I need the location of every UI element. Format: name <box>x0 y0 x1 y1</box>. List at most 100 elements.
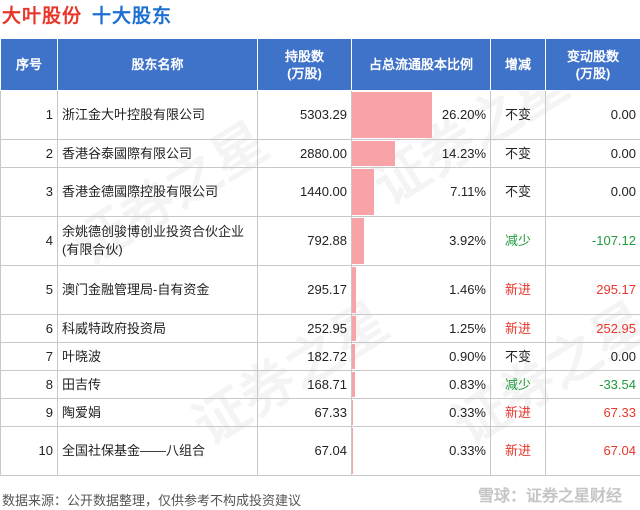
shares-held: 168.71 <box>257 370 352 399</box>
table-row: 6 科威特政府投资局 252.95 1.25% 新进 252.95 <box>0 314 640 343</box>
page-title: 大叶股份 十大股东 <box>2 2 172 32</box>
ratio-value: 0.90% <box>449 348 486 364</box>
share-delta: 0.00 <box>545 139 640 168</box>
ratio-bar <box>352 400 353 425</box>
share-delta: -107.12 <box>545 216 640 266</box>
change-status: 不变 <box>490 139 546 168</box>
ratio-value: 0.33% <box>449 443 486 458</box>
title-subtitle: 十大股东 <box>92 6 173 27</box>
ratio-bar <box>352 428 353 474</box>
shareholder-name: 余姚德创骏博创业投资合伙企业(有限合伙) <box>57 216 258 266</box>
ratio-cell: 26.20% <box>351 90 491 140</box>
change-status: 不变 <box>490 167 546 217</box>
shareholder-name: 香港金德國際控股有限公司 <box>57 167 258 217</box>
table-row: 10 全国社保基金——八组合 67.04 0.33% 新进 67.04 <box>0 426 640 476</box>
ratio-cell: 0.90% <box>351 342 491 371</box>
row-index: 10 <box>0 426 58 476</box>
row-index: 5 <box>0 265 58 315</box>
ratio-value: 3.92% <box>449 233 486 248</box>
table-row: 3 香港金德國際控股有限公司 1440.00 7.11% 不变 0.00 <box>0 167 640 217</box>
share-delta: 67.04 <box>545 426 640 476</box>
ratio-cell: 1.46% <box>351 265 491 315</box>
share-delta: 0.00 <box>545 167 640 217</box>
table-row: 7 叶晓波 182.72 0.90% 不变 0.00 <box>0 342 640 371</box>
shares-held: 2880.00 <box>257 139 352 168</box>
table-row: 4 余姚德创骏博创业投资合伙企业(有限合伙) 792.88 3.92% 减少 -107.1… <box>0 216 640 266</box>
row-index: 1 <box>0 90 58 140</box>
ratio-value: 0.83% <box>449 376 486 392</box>
shares-held: 295.17 <box>257 265 352 315</box>
ratio-value: 0.33% <box>449 404 486 420</box>
change-status: 不变 <box>490 342 546 371</box>
ratio-cell: 0.33% <box>351 398 491 427</box>
header-delta: 变动股数 (万股) <box>545 38 640 91</box>
change-status: 新进 <box>490 314 546 343</box>
change-status: 新进 <box>490 265 546 315</box>
table-row: 2 香港谷泰國際有限公司 2880.00 14.23% 不变 0.00 <box>0 139 640 168</box>
shares-held: 67.33 <box>257 398 352 427</box>
row-index: 9 <box>0 398 58 427</box>
shares-held: 792.88 <box>257 216 352 266</box>
company-name: 大叶股份 <box>2 6 83 27</box>
ratio-bar <box>352 267 357 313</box>
ratio-cell: 14.23% <box>351 139 491 168</box>
change-status: 减少 <box>490 370 546 399</box>
ratio-bar <box>352 316 356 341</box>
table-row: 1 浙江金大叶控股有限公司 5303.29 26.20% 不变 0.00 <box>0 90 640 140</box>
row-index: 4 <box>0 216 58 266</box>
ratio-value: 1.46% <box>449 282 486 297</box>
shares-held: 182.72 <box>257 342 352 371</box>
ratio-cell: 7.11% <box>351 167 491 217</box>
shareholder-name: 田吉传 <box>57 370 258 399</box>
share-delta: 295.17 <box>545 265 640 315</box>
shareholder-name: 澳门金融管理局-自有资金 <box>57 265 258 315</box>
share-delta: 252.95 <box>545 314 640 343</box>
shareholder-name: 叶晓波 <box>57 342 258 371</box>
ratio-bar <box>352 169 374 215</box>
ratio-bar <box>352 344 355 369</box>
header-change: 增减 <box>490 38 546 91</box>
ratio-cell: 1.25% <box>351 314 491 343</box>
shareholder-name: 陶爱娟 <box>57 398 258 427</box>
shareholder-name: 香港谷泰國際有限公司 <box>57 139 258 168</box>
ratio-cell: 0.83% <box>351 370 491 399</box>
shareholder-name: 科威特政府投资局 <box>57 314 258 343</box>
header-shares: 持股数 (万股) <box>257 38 352 91</box>
header-index: 序号 <box>0 38 58 91</box>
ratio-value: 7.11% <box>450 184 486 199</box>
share-delta: -33.54 <box>545 370 640 399</box>
row-index: 2 <box>0 139 58 168</box>
table-row: 5 澳门金融管理局-自有资金 295.17 1.46% 新进 295.17 <box>0 265 640 315</box>
ratio-bar <box>352 141 396 166</box>
shares-held: 67.04 <box>257 426 352 476</box>
ratio-bar <box>352 218 364 264</box>
shares-held: 5303.29 <box>257 90 352 140</box>
header-ratio: 占总流通股本比例 <box>351 38 491 91</box>
table-row: 8 田吉传 168.71 0.83% 减少 -33.54 <box>0 370 640 399</box>
ratio-bar <box>352 372 355 397</box>
brand-watermark: 雪球：证券之星财经 <box>477 488 622 505</box>
ratio-value: 26.20% <box>441 107 486 122</box>
ratio-cell: 3.92% <box>351 216 491 266</box>
share-delta: 0.00 <box>545 342 640 371</box>
change-status: 新进 <box>490 426 546 476</box>
table-row: 9 陶爱娟 67.33 0.33% 新进 67.33 <box>0 398 640 427</box>
ratio-bar <box>352 92 432 138</box>
change-status: 不变 <box>490 90 546 140</box>
shares-held: 1440.00 <box>257 167 352 217</box>
row-index: 8 <box>0 370 58 399</box>
row-index: 3 <box>0 167 58 217</box>
ratio-value: 14.23% <box>441 145 486 161</box>
shareholder-table: 序号 股东名称 持股数 (万股) 占总流通股本比例 增减 变动股数 (万股) 1… <box>0 38 640 476</box>
change-status: 减少 <box>490 216 546 266</box>
header-name: 股东名称 <box>57 38 258 91</box>
shareholder-name: 全国社保基金——八组合 <box>57 426 258 476</box>
share-delta: 67.33 <box>545 398 640 427</box>
shares-held: 252.95 <box>257 314 352 343</box>
data-source-note: 数据来源：公开数据整理，仅供参考不构成投资建议 <box>2 493 302 508</box>
table-header-row: 序号 股东名称 持股数 (万股) 占总流通股本比例 增减 变动股数 (万股) <box>0 38 640 91</box>
ratio-value: 1.25% <box>449 320 486 336</box>
row-index: 6 <box>0 314 58 343</box>
ratio-cell: 0.33% <box>351 426 491 476</box>
shareholder-name: 浙江金大叶控股有限公司 <box>57 90 258 140</box>
